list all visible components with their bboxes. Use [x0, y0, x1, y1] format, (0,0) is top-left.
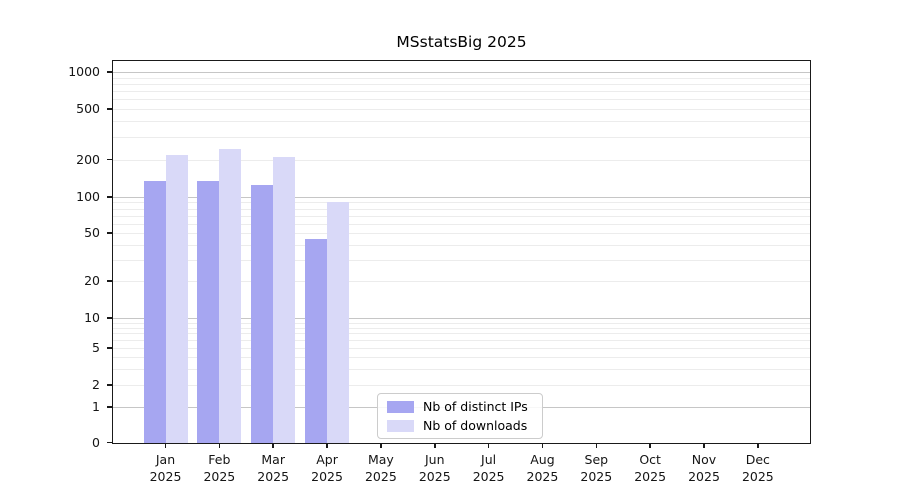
x-tick-label-may: May 2025 — [364, 452, 397, 484]
gridline-minor — [113, 368, 810, 370]
x-tick-label-mar: Mar 2025 — [257, 452, 290, 484]
x-tick-mark — [326, 443, 328, 448]
y-tick-label: 5 — [92, 340, 100, 355]
x-tick-mark — [218, 443, 221, 448]
y-tick-mark — [107, 317, 112, 319]
gridline-minor — [113, 233, 810, 234]
x-tick-label-apr: Apr 2025 — [311, 452, 343, 484]
gridline-minor — [113, 91, 810, 93]
x-tick-mark — [272, 443, 274, 448]
gridline-minor — [113, 327, 810, 329]
x-tick-label-oct: Oct 2025 — [634, 452, 667, 484]
y-tick-label: 1 — [92, 399, 100, 414]
bar-downloads — [273, 156, 296, 443]
x-tick-mark — [595, 443, 598, 448]
legend-swatch-downloads — [387, 419, 414, 432]
y-tick-mark — [107, 384, 112, 386]
y-tick-mark — [107, 108, 112, 110]
bar-downloads — [327, 201, 350, 443]
y-tick-mark — [107, 347, 112, 349]
legend-label-downloads: Nb of downloads — [423, 418, 528, 433]
legend-item-distinct-ips: Nb of distinct IPs — [387, 399, 542, 414]
legend-label-distinct-ips: Nb of distinct IPs — [423, 399, 528, 414]
gridline-minor — [113, 223, 810, 225]
x-tick-label-feb: Feb 2025 — [203, 452, 236, 484]
gridline-minor — [113, 244, 810, 246]
chart-title: MSstatsBig 2025 — [396, 33, 527, 51]
x-tick-mark — [757, 443, 759, 448]
x-tick-mark — [434, 443, 436, 448]
gridline-minor — [113, 385, 810, 386]
legend-swatch-distinct-ips — [387, 400, 414, 413]
gridline-major — [113, 197, 810, 198]
gridline-minor — [113, 99, 810, 101]
gridline-major — [113, 318, 810, 319]
gridline-minor — [113, 83, 810, 85]
gridline-minor — [113, 340, 810, 342]
y-tick-label: 100 — [76, 189, 100, 204]
plot-area: Nb of distinct IPs Nb of downloads — [112, 60, 811, 444]
bar-downloads — [219, 148, 242, 443]
y-tick-mark — [107, 441, 112, 444]
x-tick-mark — [487, 443, 490, 448]
y-tick-mark — [107, 158, 112, 161]
x-tick-mark — [380, 443, 382, 448]
x-tick-label-jul: Jul 2025 — [472, 452, 505, 484]
gridline-minor — [113, 215, 810, 217]
x-tick-label-jun: Jun 2025 — [418, 452, 451, 484]
gridline-minor — [113, 159, 810, 161]
y-tick-mark — [107, 280, 112, 282]
y-tick-label: 10 — [84, 310, 100, 325]
legend-item-downloads: Nb of downloads — [387, 418, 542, 433]
x-tick-label-nov: Nov 2025 — [688, 452, 720, 484]
y-tick-label: 50 — [84, 225, 100, 240]
x-tick-mark — [703, 443, 705, 448]
legend: Nb of distinct IPs Nb of downloads — [377, 393, 543, 439]
y-tick-label: 2 — [92, 377, 100, 392]
gridline-minor — [113, 109, 810, 110]
y-tick-mark — [107, 232, 112, 234]
bar-downloads — [165, 154, 188, 443]
gridline-minor — [113, 202, 810, 204]
x-tick-label-dec: Dec 2025 — [741, 452, 774, 484]
y-tick-label: 20 — [84, 273, 100, 288]
bar-distinct-ips — [143, 181, 166, 443]
x-tick-label-aug: Aug 2025 — [526, 452, 559, 484]
bar-distinct-ips — [251, 185, 274, 443]
gridline-minor — [113, 348, 810, 349]
x-tick-label-sep: Sep 2025 — [580, 452, 613, 484]
x-tick-mark — [541, 443, 544, 448]
x-tick-mark — [164, 443, 167, 448]
y-tick-mark — [107, 196, 112, 198]
y-tick-label: 1000 — [68, 64, 100, 79]
x-tick-mark — [649, 443, 651, 448]
gridline-major — [113, 72, 810, 73]
gridline-minor — [113, 322, 810, 324]
bar-distinct-ips — [197, 180, 220, 443]
y-tick-label: 200 — [76, 151, 100, 167]
x-axis: Jan 2025 Feb 2025 Mar 2025 Apr 2025 May 2025… — [113, 443, 810, 495]
x-tick-label-jan: Jan 2025 — [149, 452, 182, 484]
gridline-minor — [113, 121, 810, 123]
gridline-minor — [113, 281, 810, 282]
gridline-minor — [113, 357, 810, 359]
gridline-minor — [113, 333, 810, 335]
gridline-minor — [113, 208, 810, 210]
bar-distinct-ips — [305, 239, 328, 443]
gridline-minor — [113, 137, 810, 139]
y-tick-label: 0 — [92, 434, 100, 450]
y-tick-label: 500 — [76, 101, 100, 116]
y-tick-mark — [107, 406, 112, 408]
gridline-minor — [113, 259, 810, 261]
gridline-minor — [113, 77, 810, 79]
y-axis: 0 1 2 5 10 20 50 100 200 500 1000 — [0, 60, 112, 449]
y-tick-mark — [107, 71, 112, 73]
